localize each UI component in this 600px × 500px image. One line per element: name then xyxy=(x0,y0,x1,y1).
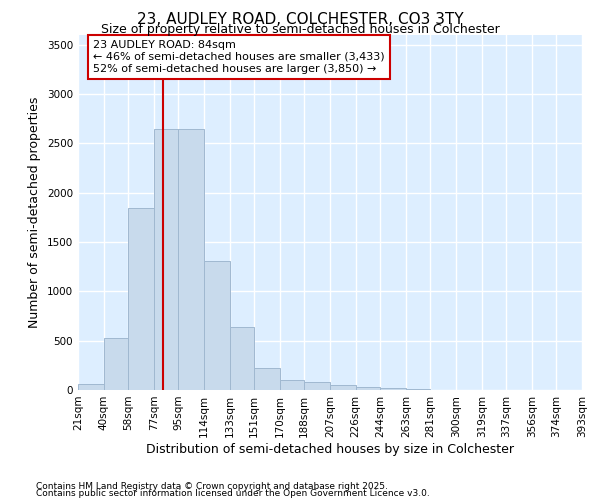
Bar xyxy=(254,368,280,390)
Text: Size of property relative to semi-detached houses in Colchester: Size of property relative to semi-detach… xyxy=(101,22,499,36)
Text: Contains HM Land Registry data © Crown copyright and database right 2025.: Contains HM Land Registry data © Crown c… xyxy=(36,482,388,491)
Bar xyxy=(78,384,104,390)
Bar xyxy=(406,389,430,390)
Bar xyxy=(380,388,406,390)
Bar xyxy=(280,380,304,390)
Bar xyxy=(356,386,380,390)
Bar xyxy=(230,327,254,390)
Y-axis label: Number of semi-detached properties: Number of semi-detached properties xyxy=(28,97,41,328)
Bar xyxy=(304,382,330,390)
Bar xyxy=(178,128,204,390)
Bar xyxy=(128,208,154,390)
Text: 23, AUDLEY ROAD, COLCHESTER, CO3 3TY: 23, AUDLEY ROAD, COLCHESTER, CO3 3TY xyxy=(137,12,463,28)
Text: 23 AUDLEY ROAD: 84sqm
← 46% of semi-detached houses are smaller (3,433)
52% of s: 23 AUDLEY ROAD: 84sqm ← 46% of semi-deta… xyxy=(93,40,385,74)
Bar xyxy=(330,385,356,390)
Bar xyxy=(204,261,230,390)
Text: Contains public sector information licensed under the Open Government Licence v3: Contains public sector information licen… xyxy=(36,488,430,498)
Bar xyxy=(104,338,128,390)
Bar xyxy=(154,128,178,390)
X-axis label: Distribution of semi-detached houses by size in Colchester: Distribution of semi-detached houses by … xyxy=(146,442,514,456)
